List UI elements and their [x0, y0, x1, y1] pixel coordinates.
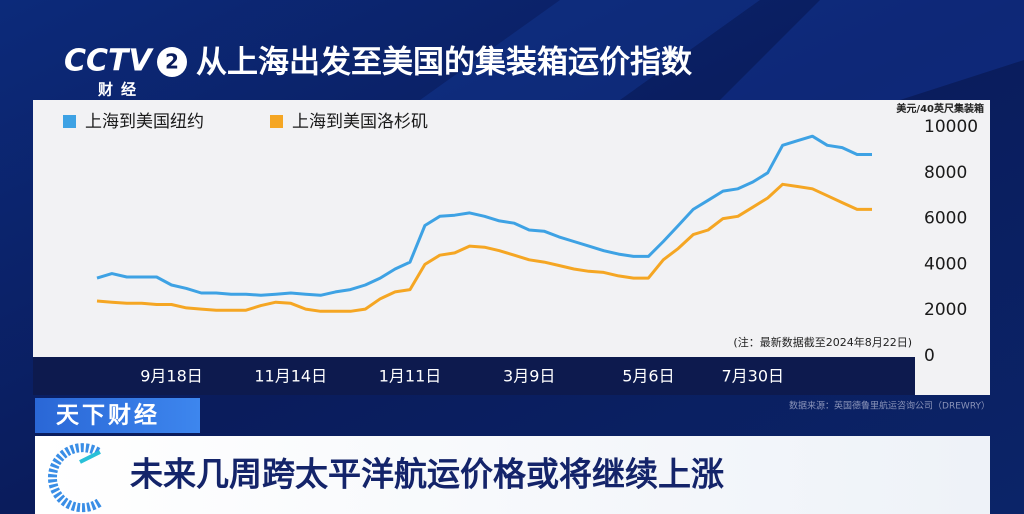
chart-title: 从上海出发至美国的集装箱运价指数 — [196, 45, 692, 81]
legend-swatch — [63, 115, 76, 128]
chart-panel — [33, 100, 990, 395]
note: (注：最新数据截至2024年8月22日) — [733, 335, 912, 349]
logo-name: CCTV — [64, 44, 154, 79]
icon-arc — [47, 443, 103, 513]
program-name: 天下财经 — [56, 402, 160, 429]
logo-number: 2 — [165, 50, 179, 74]
x-tick-label: 11月14日 — [254, 367, 327, 386]
logo-circle — [157, 47, 187, 77]
headline: 未来几周跨太平洋航运价格或将继续上涨 — [130, 455, 724, 494]
logo-sub: 财经 — [98, 81, 144, 99]
x-tick-label: 9月18日 — [140, 367, 203, 386]
series-line — [96, 134, 872, 297]
y-tick-label: 6000 — [924, 209, 967, 229]
source: 数据来源：英国德鲁里航运咨询公司（DREWRY） — [789, 400, 990, 412]
decor — [720, 0, 1024, 100]
legend-swatch — [270, 115, 283, 128]
legend-label: 上海到美国洛杉矶 — [292, 112, 428, 132]
plot: 0 2000 4000 6000 8000 10000 9月18日 11月14日 1月11日 3月… — [63, 112, 978, 386]
y-tick-label: 8000 — [924, 163, 967, 183]
x-axis-band — [33, 357, 915, 395]
banner-icon — [47, 443, 103, 513]
decor — [420, 0, 760, 100]
x-tick-label: 1月11日 — [379, 367, 442, 386]
channel-logo: CCTV 2 财经 — [64, 44, 187, 99]
legend-label: 上海到美国纽约 — [85, 112, 204, 132]
x-tick-label: 5月6日 — [622, 367, 674, 386]
program-tab — [35, 398, 200, 433]
x-tick-label: 3月9日 — [503, 367, 555, 386]
series-line — [96, 182, 872, 313]
y-tick-label: 2000 — [924, 300, 967, 320]
y-tick-label: 10000 — [924, 117, 978, 137]
icon-arrow — [79, 450, 101, 464]
x-tick-label: 7月30日 — [721, 367, 784, 386]
y-axis-label: 美元/40英尺集装箱 — [896, 102, 984, 115]
y-tick-label: 0 — [924, 346, 935, 366]
y-tick-label: 4000 — [924, 254, 967, 274]
headline-banner — [35, 436, 990, 514]
